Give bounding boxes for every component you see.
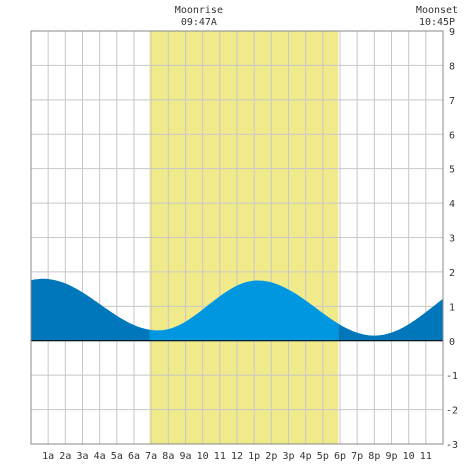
y-tick-label: 4 xyxy=(449,199,455,210)
x-tick-label: 10 xyxy=(403,451,415,462)
x-tick-label: 8a xyxy=(162,451,174,462)
y-tick-label: 3 xyxy=(449,234,455,245)
x-tick-label: 4p xyxy=(300,451,312,462)
y-tick-label: -2 xyxy=(446,406,458,417)
x-tick-label: 9p xyxy=(385,451,397,462)
x-tick-label: 7p xyxy=(351,451,363,462)
tide-area-nighttime xyxy=(338,298,443,341)
x-tick-label: 2p xyxy=(265,451,277,462)
x-tick-label: 10 xyxy=(197,451,209,462)
y-tick-label: 8 xyxy=(449,61,455,72)
x-tick-label: 6p xyxy=(334,451,346,462)
y-tick-label: -1 xyxy=(446,371,458,382)
x-tick-label: 3a xyxy=(76,451,88,462)
x-tick-label: 9a xyxy=(179,451,191,462)
x-tick-label: 12 xyxy=(231,451,243,462)
moonset-label: Moonset xyxy=(416,5,458,16)
y-tick-label: 2 xyxy=(449,268,455,279)
x-tick-label: 1p xyxy=(248,451,260,462)
tide-area-daytime xyxy=(149,280,339,341)
y-tick-label: 1 xyxy=(449,302,455,313)
x-tick-label: 7a xyxy=(145,451,157,462)
y-tick-label: 6 xyxy=(449,130,455,141)
x-tick-label: 6a xyxy=(128,451,140,462)
y-tick-label: 5 xyxy=(449,165,455,176)
x-tick-label: 8p xyxy=(368,451,380,462)
y-tick-label: 7 xyxy=(449,96,455,107)
y-tick-label: -3 xyxy=(446,440,458,451)
moonrise-label: Moonrise xyxy=(175,5,223,16)
x-tick-label: 4a xyxy=(94,451,106,462)
x-tick-label: 1a xyxy=(42,451,54,462)
x-tick-label: 11 xyxy=(214,451,226,462)
moonset-time: 10:45P xyxy=(419,17,455,28)
plot-frame xyxy=(30,30,444,445)
grid xyxy=(31,30,443,445)
y-tick-label: 9 xyxy=(449,27,455,38)
y-tick-label: 0 xyxy=(449,337,455,348)
x-tick-label: 5a xyxy=(111,451,123,462)
x-tick-label: 3p xyxy=(282,451,294,462)
tide-area-nighttime xyxy=(31,278,150,341)
moonrise-time: 09:47A xyxy=(181,17,217,28)
x-tick-label: 2a xyxy=(59,451,71,462)
x-tick-label: 11 xyxy=(420,451,432,462)
x-tick-label: 5p xyxy=(317,451,329,462)
